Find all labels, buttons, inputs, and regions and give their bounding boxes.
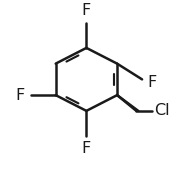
Text: F: F: [15, 88, 25, 103]
Text: F: F: [148, 75, 157, 90]
Text: F: F: [82, 3, 91, 18]
Text: Cl: Cl: [155, 103, 170, 118]
Text: F: F: [82, 141, 91, 156]
